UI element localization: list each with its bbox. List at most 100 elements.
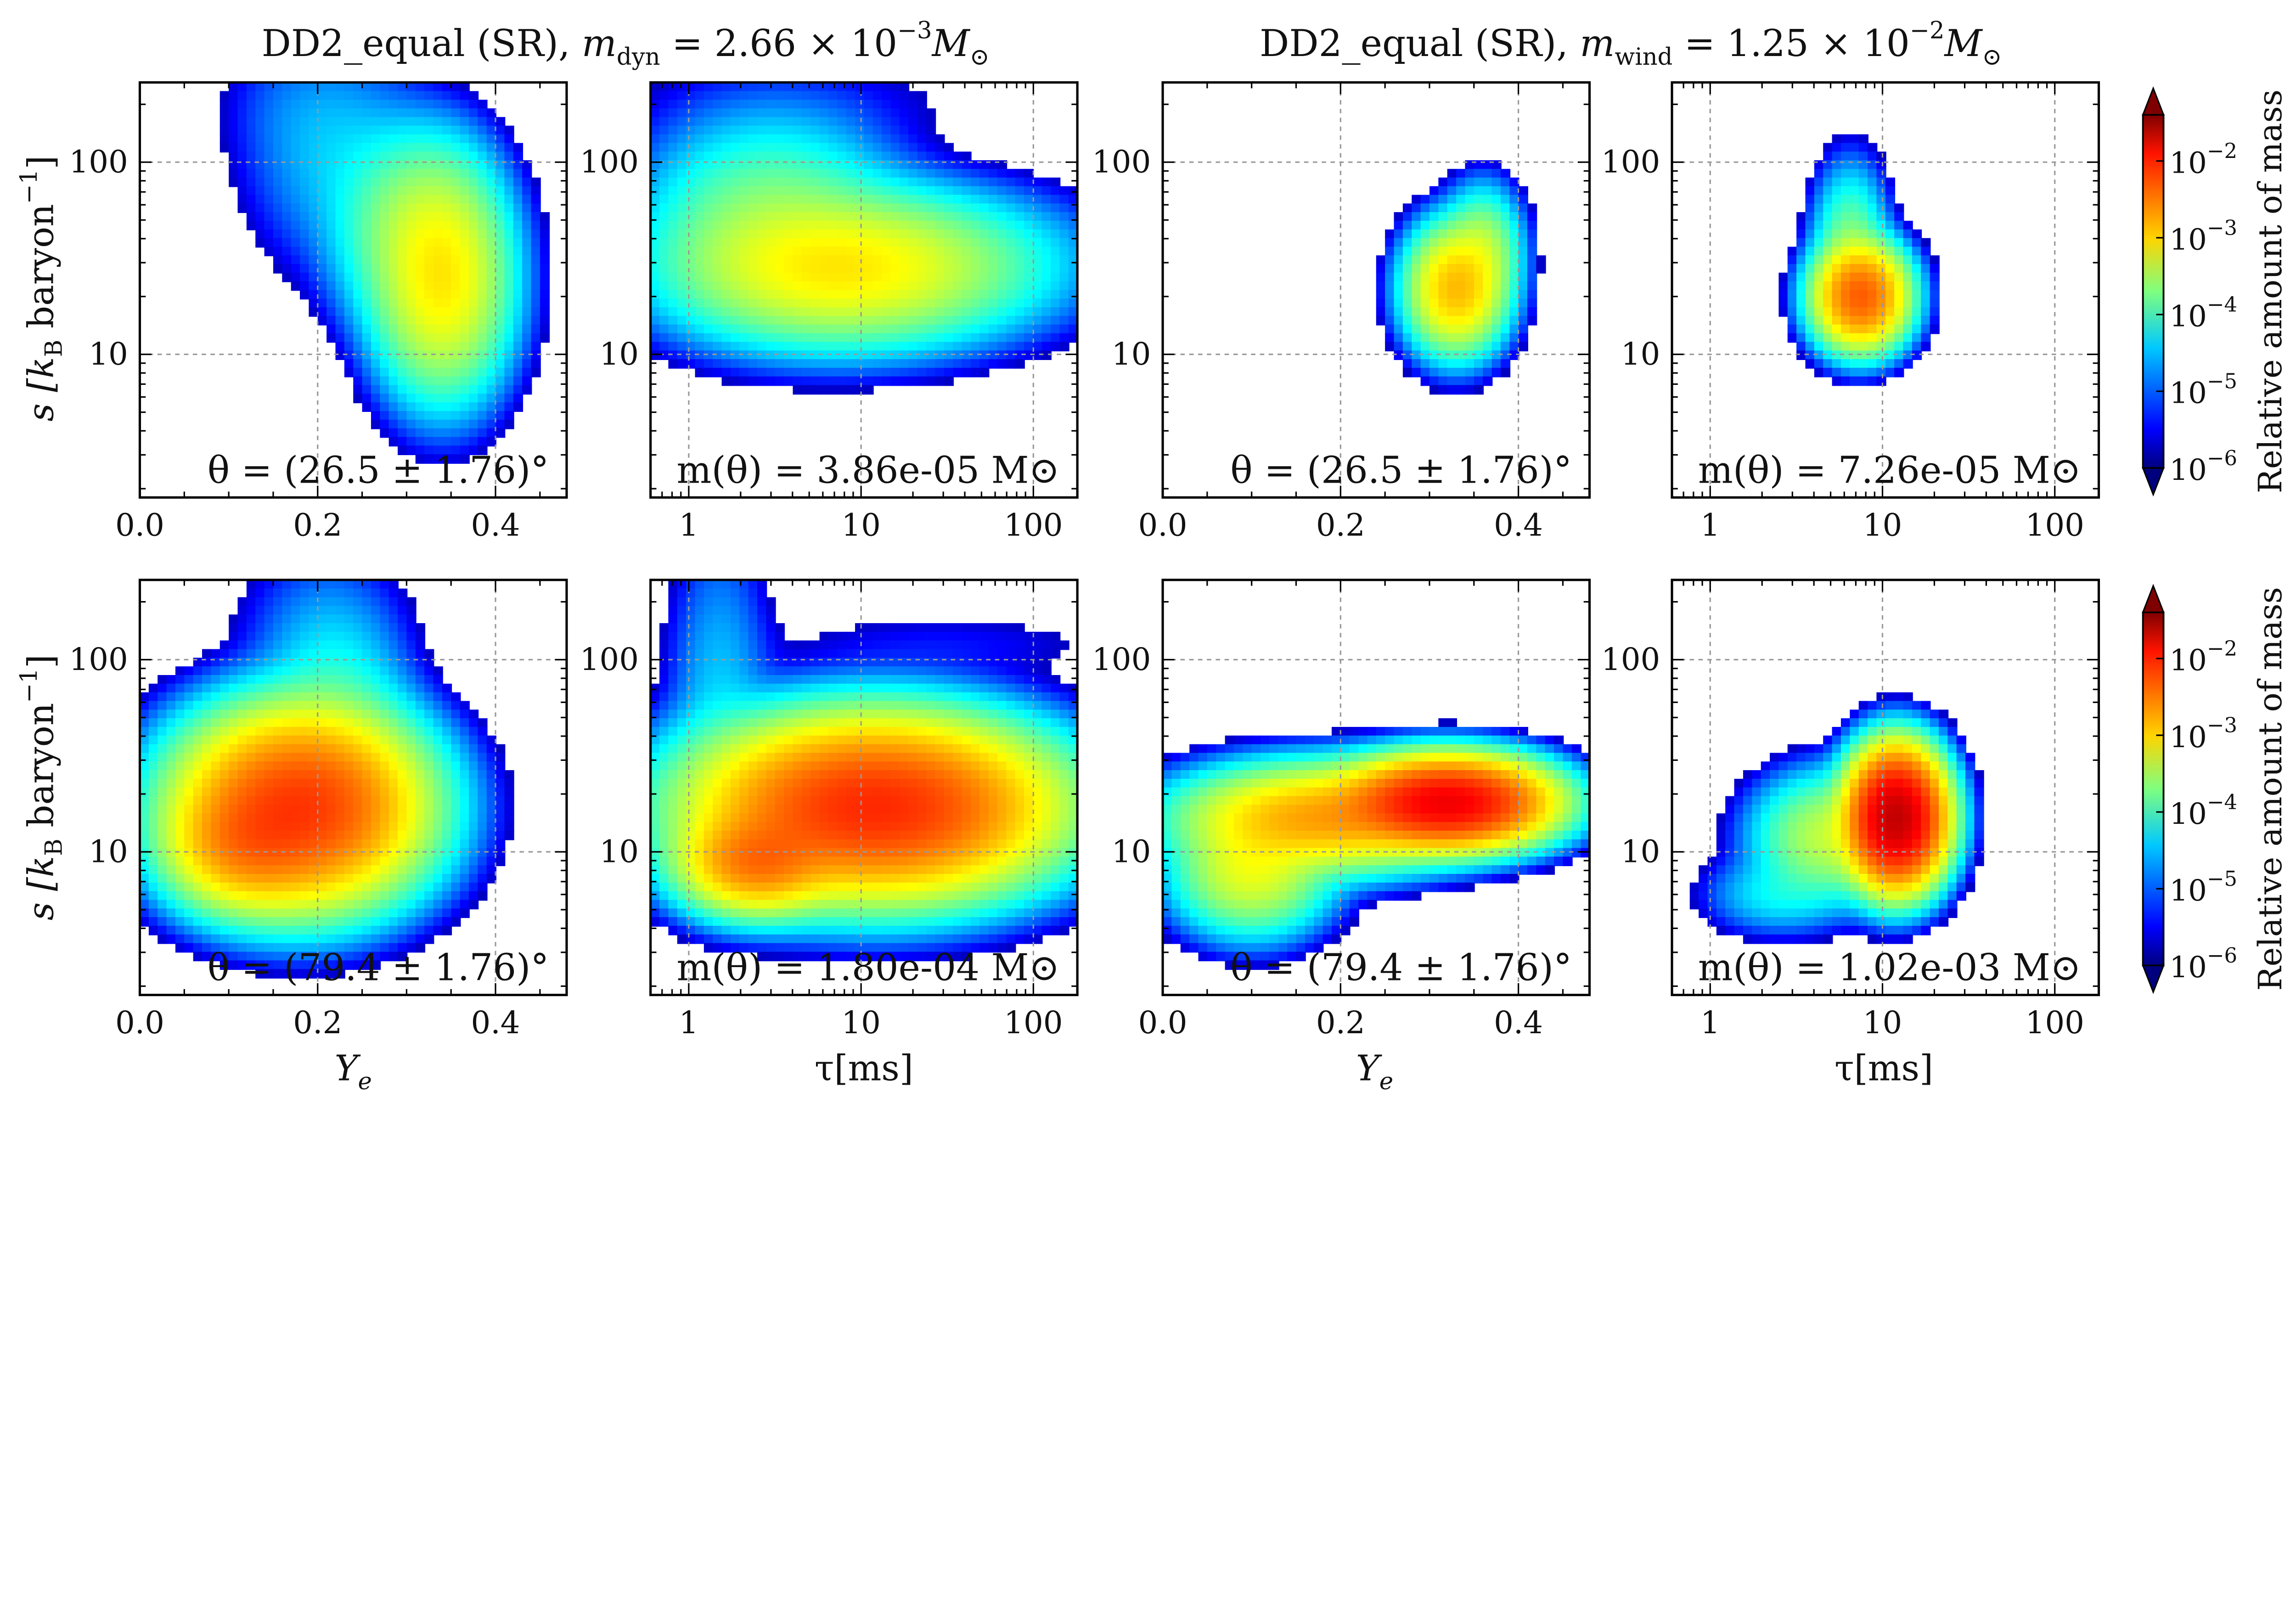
heatmap-cell (1041, 195, 1052, 205)
heatmap-cell (1420, 298, 1430, 308)
heatmap-cell (371, 419, 381, 429)
heatmap-cell (371, 580, 381, 590)
heatmap-cell (1483, 333, 1493, 343)
heatmap-cell (1876, 315, 1886, 326)
heatmap-cell (775, 203, 785, 213)
heatmap-cell (1500, 324, 1511, 334)
heatmap-cell (335, 761, 345, 771)
heatmap-cell (398, 220, 408, 231)
heatmap-cell (300, 683, 310, 693)
heatmap-cell (388, 255, 399, 265)
heatmap-cell (899, 195, 910, 205)
heatmap-cell (1465, 315, 1475, 326)
heatmap-cell (504, 367, 514, 377)
heatmap-cell (1483, 264, 1493, 274)
heatmap-cell (273, 195, 283, 205)
heatmap-cell (775, 186, 785, 196)
heatmap-cell (255, 856, 265, 867)
heatmap-cell (1903, 272, 1913, 282)
heatmap-cell (317, 281, 328, 291)
heatmap-cell (211, 649, 221, 659)
heatmap-cell (451, 350, 461, 360)
heatmap-cell (1068, 203, 1078, 213)
heatmap-cell (264, 238, 274, 248)
heatmap-cell (246, 631, 257, 642)
heatmap-cell (415, 152, 426, 161)
heatmap-cell (819, 117, 829, 127)
heatmap-cell (388, 238, 399, 248)
heatmap-cell (855, 281, 865, 291)
heatmap-cell (1868, 367, 1878, 377)
heatmap-cell (1868, 264, 1878, 274)
heatmap-cell (362, 640, 372, 650)
heatmap-cell (478, 290, 488, 300)
heatmap-cell (1059, 264, 1069, 274)
heatmap-cell (219, 865, 230, 875)
heatmap-cell (433, 307, 443, 317)
heatmap-cell (344, 264, 355, 274)
heatmap-cell (775, 272, 785, 282)
heatmap-cell (703, 195, 714, 205)
heatmap-cell (1412, 342, 1422, 352)
heatmap-cell (1796, 307, 1806, 317)
heatmap-cell (1015, 307, 1025, 317)
heatmap-cell (300, 839, 310, 849)
heatmap-cell (882, 281, 892, 291)
heatmap-cell (140, 753, 150, 763)
heatmap-cell (908, 186, 918, 196)
heatmap-cell (1465, 324, 1475, 334)
heatmap-cell (468, 290, 479, 300)
heatmap-cell (1447, 385, 1457, 395)
heatmap-cell (1832, 212, 1842, 222)
heatmap-cell (1840, 290, 1851, 300)
heatmap-cell (353, 324, 363, 334)
heatmap-cell (148, 726, 159, 737)
heatmap-cell (668, 195, 678, 205)
heatmap-cell (451, 100, 461, 109)
heatmap-cell (380, 606, 390, 616)
heatmap-cell (1447, 264, 1457, 274)
heatmap-cell (1805, 203, 1815, 213)
heatmap-cell (1876, 350, 1886, 360)
heatmap-cell (784, 91, 794, 101)
heatmap-cell (282, 152, 292, 161)
heatmap-cell (460, 402, 470, 412)
heatmap-cell (486, 255, 496, 265)
heatmap-cell (148, 865, 159, 875)
heatmap-cell (793, 281, 803, 291)
heatmap-cell (255, 606, 265, 616)
heatmap-cell (344, 735, 355, 745)
heatmap-cell (872, 238, 883, 248)
heatmap-cell (148, 917, 159, 927)
heatmap-cell (703, 238, 714, 248)
heatmap-cell (353, 220, 363, 231)
heatmap-cell (255, 640, 265, 650)
heatmap-cell (650, 108, 660, 118)
heatmap-cell (935, 264, 945, 274)
heatmap-cell (433, 454, 443, 464)
heatmap-cell (531, 238, 541, 248)
heatmap-cell (1429, 247, 1440, 257)
heatmap-cell (1885, 333, 1896, 343)
heatmap-cell (1814, 264, 1824, 274)
heatmap-cell (148, 856, 159, 867)
heatmap-cell (944, 376, 954, 386)
heatmap-cell (1447, 177, 1457, 187)
heatmap-cell (478, 117, 488, 127)
heatmap-cell (970, 247, 981, 257)
heatmap-cell (531, 272, 541, 282)
heatmap-cell (486, 195, 496, 205)
heatmap-cell (659, 324, 670, 334)
heatmap-cell (504, 143, 514, 153)
heatmap-cell (344, 960, 355, 970)
heatmap-cell (926, 307, 936, 317)
heatmap-cell (335, 900, 345, 910)
heatmap-cell (1394, 229, 1404, 239)
heatmap-cell (819, 359, 829, 369)
heatmap-cell (1412, 255, 1422, 265)
heatmap-cell (388, 735, 399, 745)
heatmap-cell (855, 272, 865, 282)
heatmap-cell (291, 631, 301, 642)
heatmap-cell (264, 943, 274, 953)
heatmap-cell (335, 333, 345, 343)
